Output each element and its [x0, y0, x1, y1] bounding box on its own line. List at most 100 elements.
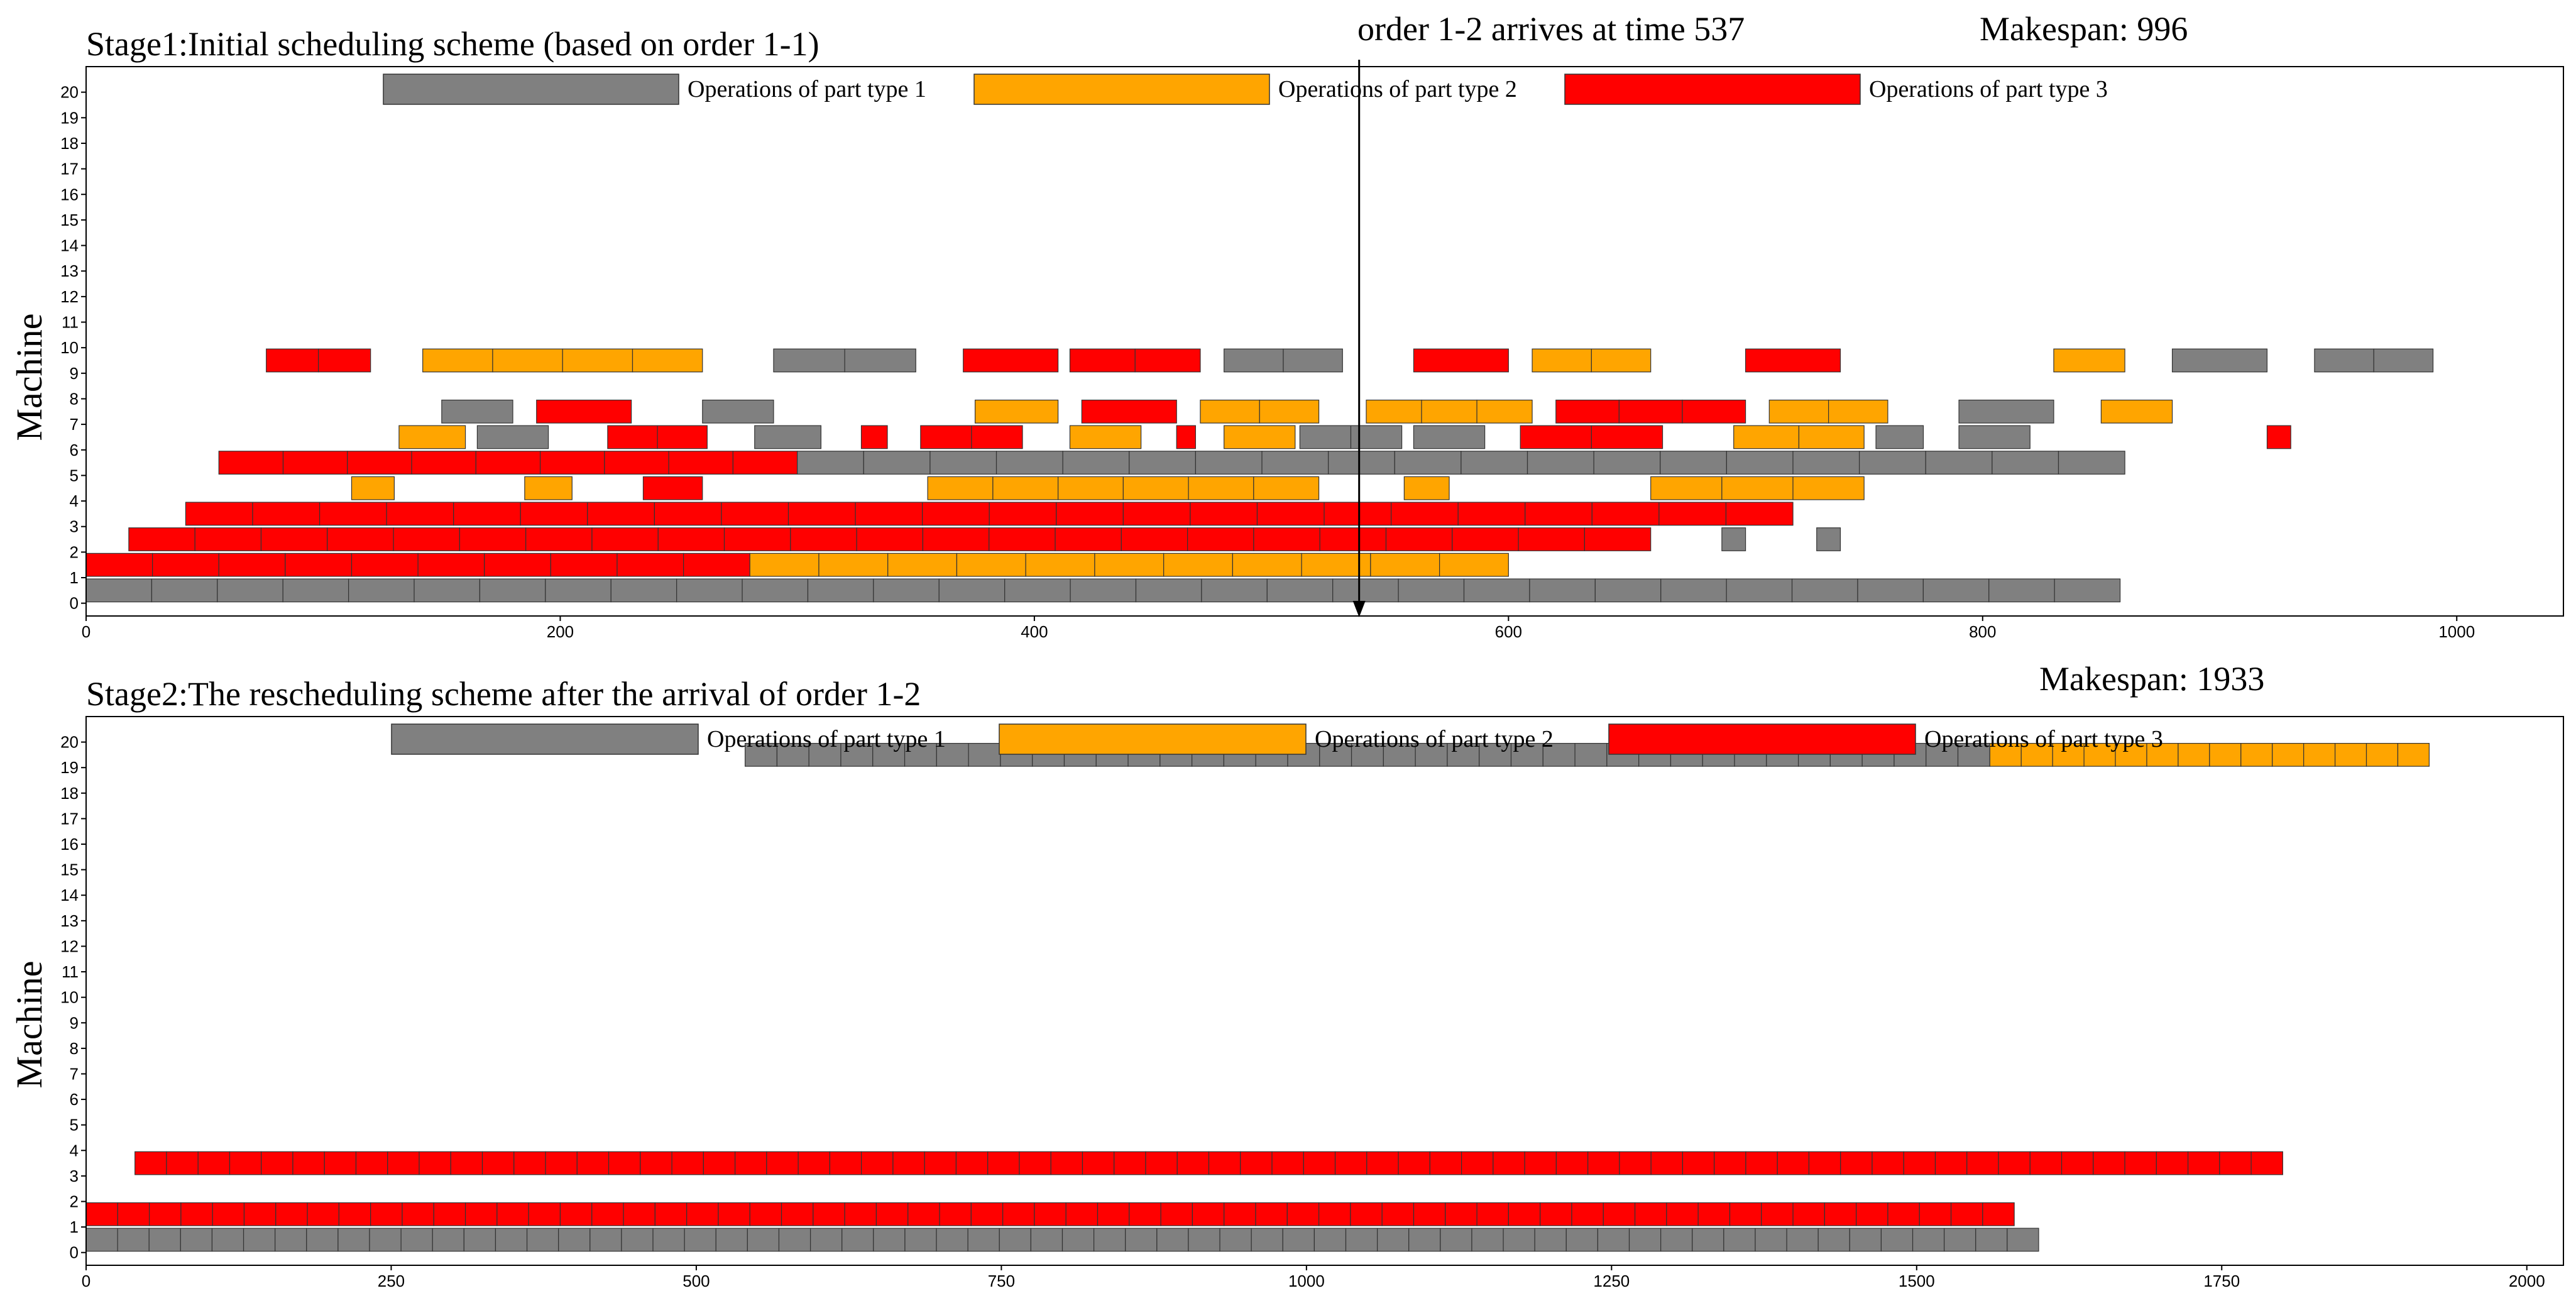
operation-bar-m2-type3 — [813, 1202, 845, 1226]
operation-bar-m2-type3 — [180, 1202, 213, 1226]
operation-bar-m1-type1 — [1471, 1228, 1504, 1252]
y-tick-label: 20 — [60, 733, 79, 752]
stage2-title: Stage2:The rescheduling scheme after the… — [86, 675, 921, 713]
operation-bar-m8-type2 — [1476, 399, 1533, 424]
operation-bar-m10-type2 — [632, 348, 703, 373]
operation-bar-m3-type3 — [459, 527, 527, 551]
operation-bar-m8-type3 — [1618, 399, 1683, 424]
operation-bar-m2-type3 — [1761, 1202, 1794, 1226]
operation-bar-m1-type1 — [369, 1228, 402, 1252]
y-tick-label: 14 — [60, 886, 79, 904]
operation-bar-m10-type2 — [1591, 348, 1652, 373]
operation-bar-m2-type2 — [749, 553, 819, 577]
operation-bar-m3-type3 — [922, 527, 990, 551]
operation-bar-m4-type3 — [292, 1151, 325, 1175]
operation-bar-m4-type3 — [229, 1151, 262, 1175]
operation-bar-m4-type3 — [1145, 1151, 1178, 1175]
operation-bar-m2-type3 — [484, 553, 551, 577]
operation-bar-m4-type3 — [450, 1151, 483, 1175]
y-tick-label: 17 — [60, 809, 79, 828]
stage2-makespan: Makespan: 1933 — [2039, 660, 2264, 698]
operation-bar-m4-type3 — [252, 502, 321, 526]
operation-bar-m2-type3 — [550, 553, 618, 577]
stage1-title: Stage1:Initial scheduling scheme (based … — [86, 25, 819, 63]
operation-bar-m10-type2 — [2053, 348, 2125, 373]
operation-bar-m2-type3 — [1381, 1202, 1415, 1226]
operation-bar-m4-type3 — [1777, 1151, 1810, 1175]
operation-bar-m2-type3 — [85, 553, 153, 577]
x-tick-label: 1250 — [1593, 1272, 1630, 1290]
operation-bar-m1-type1 — [1408, 1228, 1441, 1252]
operation-bar-m4-type3 — [386, 502, 454, 526]
operation-bar-m2-type3 — [1634, 1202, 1667, 1226]
operation-bar-m2-type3 — [939, 1202, 972, 1226]
stage2-axes: 0 250 500 750 1000 1250 1500 1750 20000123456789… — [60, 716, 2564, 1290]
operation-bar-m10-type3 — [963, 348, 1059, 373]
operation-bar-m7-type1 — [1875, 425, 1924, 449]
operation-bar-m4-type3 — [654, 502, 722, 526]
operation-bar-m1-type1 — [967, 1228, 1000, 1252]
operation-bar-m10-type1 — [2373, 348, 2434, 373]
y-tick-label: 0 — [70, 1243, 79, 1262]
operation-bar-m4-type3 — [1457, 502, 1526, 526]
legend-label-type2: Operations of part type 2 — [1315, 726, 1554, 752]
operation-bar-m1-type1 — [676, 578, 743, 603]
operation-bar-m20-type2 — [2146, 743, 2179, 767]
operation-bar-m3-type3 — [989, 527, 1056, 551]
operation-bar-m20-type1 — [872, 743, 906, 767]
operation-bar-m2-type3 — [1255, 1202, 1288, 1226]
operation-bar-m7-type1 — [1413, 425, 1486, 449]
operation-bar-m3-type3 — [1385, 527, 1453, 551]
operation-bar-m6-type3 — [475, 451, 541, 475]
operation-bar-m4-type3 — [2029, 1151, 2063, 1175]
operation-bar-m2-type3 — [1571, 1202, 1604, 1226]
operation-bar-m4-type3 — [1122, 502, 1191, 526]
operation-bar-m4-type3 — [1176, 1151, 1210, 1175]
operation-bar-m1-type1 — [1332, 578, 1399, 603]
operation-bar-m4-type3 — [1429, 1151, 1462, 1175]
y-tick-label: 11 — [62, 962, 79, 981]
operation-bar-m3-type1 — [1816, 527, 1841, 551]
operation-bar-m4-type3 — [2061, 1151, 2094, 1175]
operation-bar-m1-type1 — [117, 1228, 150, 1252]
x-tick-label: 0 — [82, 1272, 90, 1290]
operation-bar-m2-type3 — [1729, 1202, 1762, 1226]
operation-bar-m1-type1 — [463, 1228, 496, 1252]
operation-bar-m1-type1 — [999, 1228, 1031, 1252]
operation-bar-m6-type1 — [1660, 451, 1727, 475]
operation-bar-m20-type1 — [904, 743, 937, 767]
operation-bar-m1-type1 — [873, 1228, 906, 1252]
operation-bar-m1-type1 — [1345, 1228, 1378, 1252]
operation-bar-m4-type3 — [1190, 502, 1258, 526]
operation-bar-m8-type1 — [441, 399, 513, 424]
operation-bar-m1-type1 — [180, 1228, 213, 1252]
operation-bar-m4-type3 — [419, 1151, 451, 1175]
x-tick-label: 1000 — [2438, 622, 2475, 641]
operation-bar-m2-type3 — [1697, 1202, 1731, 1226]
operation-bar-m20-type2 — [2397, 743, 2430, 767]
operation-bar-m2-type2 — [1163, 553, 1233, 577]
legend-swatch-type2 — [999, 723, 1307, 755]
operation-bar-m6-type1 — [1261, 451, 1329, 475]
operation-bar-m2-type2 — [956, 553, 1026, 577]
operation-bar-m2-type3 — [559, 1202, 593, 1226]
operation-bar-m4-type3 — [924, 1151, 957, 1175]
operation-bar-m10-type2 — [1532, 348, 1592, 373]
operation-bar-m6-type1 — [1195, 451, 1263, 475]
operation-bar-m2-type3 — [781, 1202, 814, 1226]
operation-bar-m3-type3 — [393, 527, 460, 551]
operation-bar-m1-type1 — [1201, 578, 1268, 603]
operation-bar-m4-type3 — [1619, 1151, 1652, 1175]
operation-bar-m20-type1 — [1447, 743, 1480, 767]
operation-bar-m2-type2 — [887, 553, 958, 577]
operation-bar-m4-type3 — [1745, 1151, 1778, 1175]
operation-bar-m5-type3 — [642, 476, 703, 500]
operation-bar-m4-type3 — [787, 502, 856, 526]
operation-bar-m7-type2 — [1798, 425, 1865, 449]
operation-bar-m3-type3 — [128, 527, 195, 551]
operation-bar-m1-type1 — [414, 578, 481, 603]
x-tick-label: 600 — [1495, 622, 1522, 641]
operation-bar-m2-type3 — [370, 1202, 403, 1226]
operation-bar-m8-type2 — [1366, 399, 1422, 424]
x-tick-label: 400 — [1021, 622, 1048, 641]
